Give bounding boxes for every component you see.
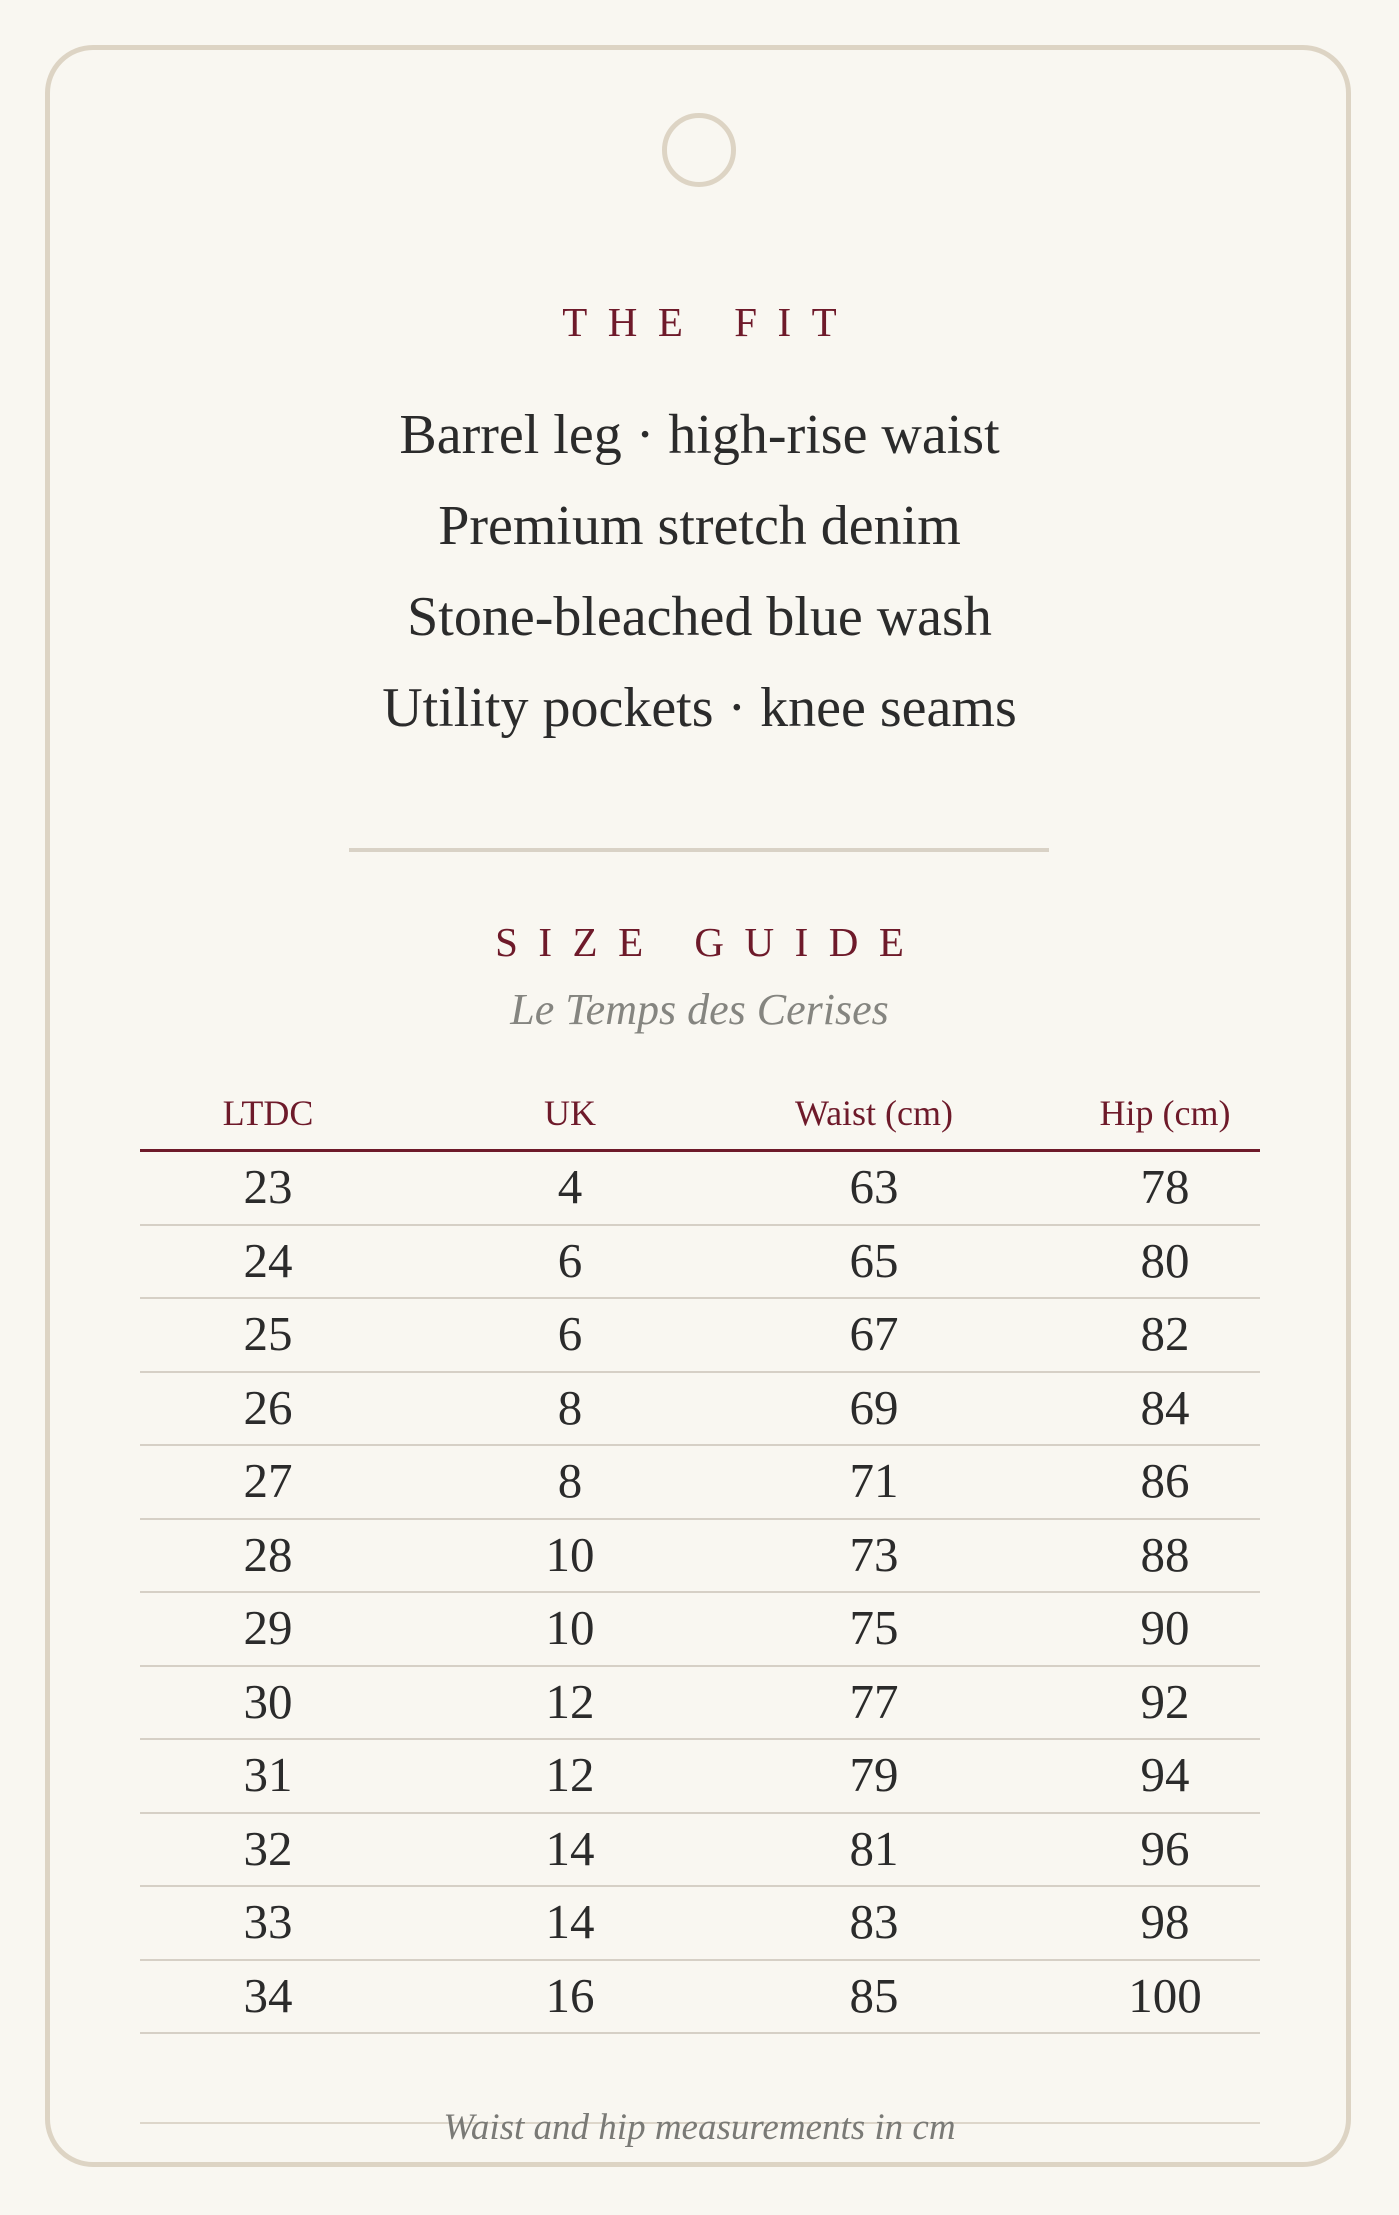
cell-waist: 77 (849, 1673, 899, 1729)
cell-waist: 83 (849, 1894, 899, 1949)
cell-ltdc: 33 (243, 1894, 293, 1949)
cell-waist: 75 (849, 1600, 899, 1655)
cell-ltdc: 24 (243, 1232, 293, 1288)
tag-hole (662, 113, 736, 187)
cell-uk: 12 (545, 1747, 595, 1802)
cell-uk: 16 (545, 1967, 595, 2023)
cell-uk: 4 (557, 1159, 583, 1214)
table-header-row: LTDC UK Waist (cm) Hip (cm) (140, 1080, 1260, 1152)
table-row: 26 8 69 84 (140, 1373, 1260, 1446)
cell-uk: 14 (545, 1894, 595, 1949)
table-row: 23 4 63 78 (140, 1152, 1260, 1226)
cell-uk: 8 (557, 1379, 583, 1435)
cell-uk: 10 (545, 1526, 595, 1582)
cell-ltdc: 31 (243, 1747, 293, 1802)
section-divider (349, 848, 1049, 852)
cell-waist: 85 (849, 1967, 899, 2023)
fit-heading: THE FIT (562, 299, 858, 345)
cell-ltdc: 27 (243, 1453, 293, 1508)
cell-hip: 94 (1140, 1747, 1190, 1802)
size-guide-heading: SIZE GUIDE (495, 919, 925, 965)
cell-hip: 100 (1128, 1967, 1202, 2023)
table-row: 33 14 83 98 (140, 1887, 1260, 1961)
cell-uk: 8 (557, 1453, 583, 1508)
cell-uk: 14 (545, 1820, 595, 1876)
cell-ltdc: 32 (243, 1820, 293, 1876)
cell-ltdc: 30 (243, 1673, 293, 1729)
fit-feature-line: Barrel leg · high-rise waist (399, 404, 1000, 466)
measurement-footnote: Waist and hip measurements in cm (443, 2107, 956, 2148)
fit-feature-line: Premium stretch denim (438, 495, 961, 557)
column-header-ltdc: LTDC (222, 1093, 314, 1133)
cell-uk: 12 (545, 1673, 595, 1729)
cell-waist: 71 (849, 1453, 899, 1508)
cell-hip: 86 (1140, 1453, 1190, 1508)
table-row: 31 12 79 94 (140, 1740, 1260, 1814)
fit-feature-line: Stone-bleached blue wash (407, 586, 992, 648)
cell-hip: 78 (1140, 1159, 1190, 1214)
size-table: LTDC UK Waist (cm) Hip (cm) 23 4 63 78 2… (140, 1080, 1260, 2034)
cell-waist: 69 (849, 1379, 899, 1435)
table-row: 32 14 81 96 (140, 1814, 1260, 1887)
cell-hip: 82 (1140, 1306, 1190, 1361)
fit-feature-line: Utility pockets · knee seams (382, 677, 1017, 739)
cell-ltdc: 29 (243, 1600, 293, 1655)
cell-hip: 92 (1140, 1673, 1190, 1729)
column-header-waist: Waist (cm) (794, 1093, 954, 1133)
table-row: 25 6 67 82 (140, 1299, 1260, 1373)
table-row: 30 12 77 92 (140, 1667, 1260, 1740)
cell-uk: 6 (557, 1306, 583, 1361)
footnote-rule (140, 2122, 1260, 2124)
cell-hip: 88 (1140, 1526, 1190, 1582)
cell-ltdc: 28 (243, 1526, 293, 1582)
cell-ltdc: 25 (243, 1306, 293, 1361)
cell-waist: 81 (849, 1820, 899, 1876)
table-row: 24 6 65 80 (140, 1226, 1260, 1299)
cell-hip: 90 (1140, 1600, 1190, 1655)
table-row: 29 10 75 90 (140, 1593, 1260, 1667)
column-header-uk: UK (544, 1093, 596, 1133)
cell-waist: 63 (849, 1159, 899, 1214)
cell-waist: 79 (849, 1747, 899, 1802)
cell-hip: 80 (1140, 1232, 1190, 1288)
cell-ltdc: 34 (243, 1967, 293, 2023)
table-row: 34 16 85 100 (140, 1961, 1260, 2034)
cell-waist: 67 (849, 1306, 899, 1361)
cell-uk: 10 (545, 1600, 595, 1655)
brand-name: Le Temps des Cerises (510, 985, 889, 1034)
cell-hip: 96 (1140, 1820, 1190, 1876)
cell-hip: 98 (1140, 1894, 1190, 1949)
table-row: 28 10 73 88 (140, 1520, 1260, 1593)
cell-hip: 84 (1140, 1379, 1190, 1435)
cell-uk: 6 (557, 1232, 583, 1288)
column-header-hip: Hip (cm) (1099, 1093, 1231, 1133)
cell-waist: 73 (849, 1526, 899, 1582)
fit-features-list: Barrel leg · high-rise waist Premium str… (0, 393, 1399, 757)
cell-ltdc: 26 (243, 1379, 293, 1435)
cell-ltdc: 23 (243, 1159, 293, 1214)
cell-waist: 65 (849, 1232, 899, 1288)
table-row: 27 8 71 86 (140, 1446, 1260, 1520)
